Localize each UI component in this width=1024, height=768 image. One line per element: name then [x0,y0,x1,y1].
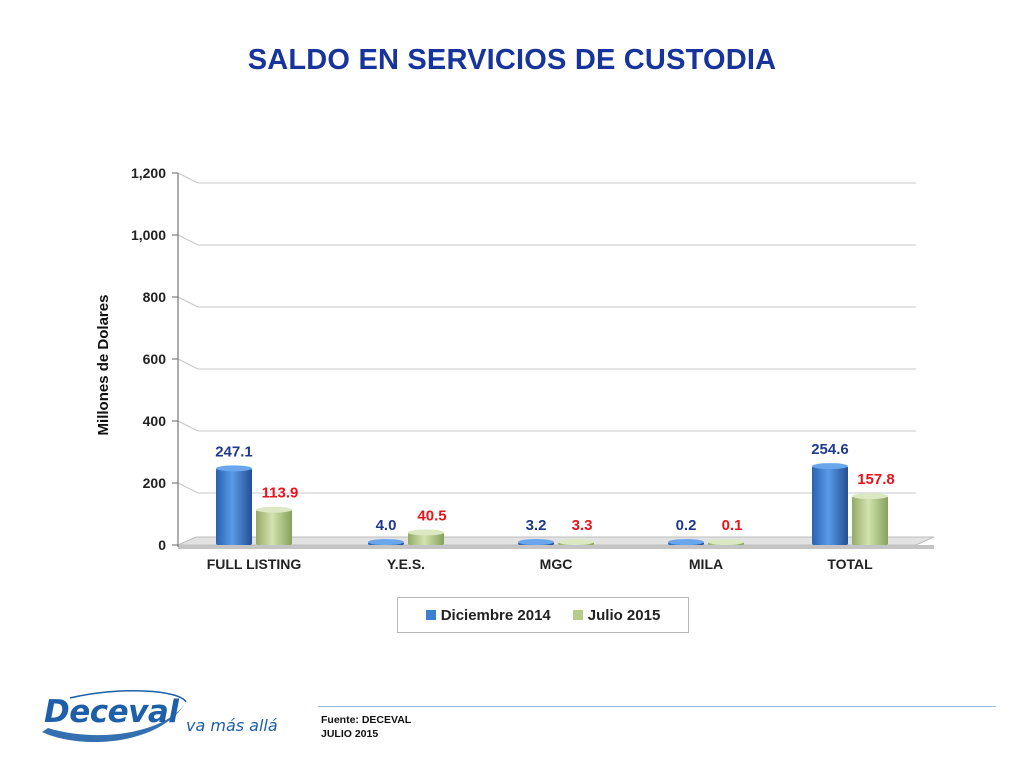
x-tick-label: FULL LISTING [207,556,302,572]
bar-top [368,539,404,545]
footer-divider [318,706,996,707]
x-tick-label: MILA [689,556,723,572]
logo-text: Deceval [44,694,179,730]
legend-label-diciembre: Diciembre 2014 [440,606,551,624]
gridline-depth [177,234,199,246]
bar [216,468,252,545]
data-label: 113.9 [262,485,299,502]
legend-swatch-julio [572,610,583,620]
bar-top [812,463,848,470]
y-tick-label: 800 [143,289,167,305]
legend-item-julio: Julio 2015 [572,606,661,624]
bar [256,509,292,545]
bar-top [518,539,554,545]
bar-top [708,539,744,545]
bar-top [558,539,594,545]
data-label: 247.1 [215,443,253,460]
gridline-depth [177,358,199,370]
data-label: 0.2 [676,517,697,534]
data-label: 3.2 [526,517,547,534]
bar-top [256,506,292,513]
bar-top [216,465,252,472]
data-label: 254.6 [811,441,849,458]
logo-tagline: va más allá [186,716,278,735]
y-tick-label: 200 [143,475,167,491]
bar [408,532,444,545]
y-tick-label: 400 [143,413,167,429]
gridline-depth [177,172,199,184]
data-label: 157.8 [857,471,895,488]
logo-swoosh-icon [42,690,187,743]
chart-legend: Diciembre 2014 Julio 2015 [397,597,689,633]
gridline-depth [177,420,199,432]
bar [812,466,848,545]
data-label: 40.5 [417,507,446,524]
data-label: 3.3 [572,517,593,534]
legend-swatch-diciembre [425,610,436,620]
x-tick-label: TOTAL [827,556,873,572]
bar [852,496,888,545]
data-label: 4.0 [376,517,397,534]
y-tick-label: 600 [143,351,167,367]
x-tick-label: Y.E.S. [387,556,425,572]
source-note: Fuente: DECEVAL JULIO 2015 [321,713,411,741]
gridline-depth [177,296,199,308]
bar-top [852,493,888,500]
y-tick-label: 0 [158,537,166,553]
bar-top [408,529,444,536]
legend-label-julio: Julio 2015 [587,606,661,624]
source-line-1: Fuente: DECEVAL [321,714,412,726]
bar-top [668,539,704,545]
x-tick-label: MGC [540,556,573,572]
page-title: SALDO EN SERVICIOS DE CUSTODIA [247,44,777,76]
gridline-depth [177,482,199,494]
source-line-2: JULIO 2015 [321,728,379,740]
chart-floor-edge [178,545,934,549]
y-axis-title: Millones de Dolares [95,295,112,436]
legend-item-diciembre: Diciembre 2014 [425,606,551,624]
data-label: 0.1 [722,517,743,534]
y-tick-label: 1,200 [131,165,166,181]
y-tick-label: 1,000 [131,227,166,243]
